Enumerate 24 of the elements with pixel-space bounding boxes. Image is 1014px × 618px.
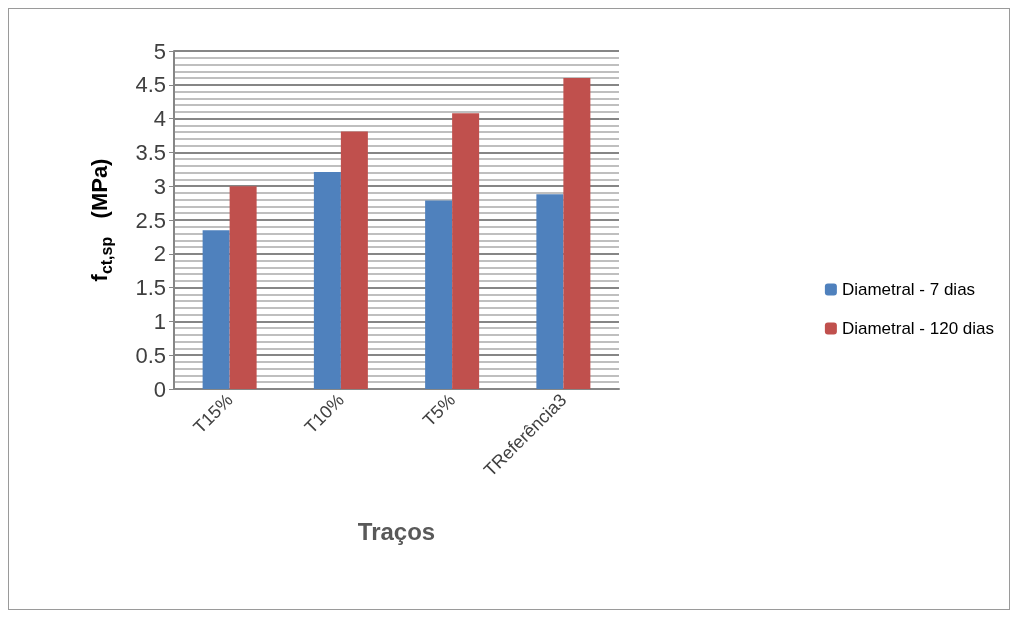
bar <box>313 172 341 389</box>
bar <box>452 113 480 389</box>
y-tick-label: 5 <box>153 38 166 64</box>
y-tick-label: 0.5 <box>135 342 166 368</box>
bar <box>340 131 368 389</box>
x-axis-title: Traços <box>357 517 436 545</box>
y-tick-label: 3.5 <box>135 139 166 165</box>
y-tick-label: 2 <box>153 241 166 267</box>
bar <box>202 230 230 389</box>
y-tick-label: 3 <box>153 173 166 199</box>
y-tick-label: 0 <box>153 376 166 402</box>
y-axis-title: fct,sp (MPa) <box>86 158 115 282</box>
y-tick-label: 1.5 <box>135 275 166 301</box>
bar <box>425 200 453 389</box>
y-tick-label: 4.5 <box>135 72 166 98</box>
legend-label: Diametral - 120 dias <box>841 319 994 338</box>
y-tick-label: 1 <box>153 308 166 334</box>
bar <box>563 78 591 389</box>
y-tick-label: 2.5 <box>135 207 166 233</box>
bar <box>536 194 564 389</box>
y-tick-label: 4 <box>153 106 166 132</box>
x-tick-label: T5% <box>418 389 460 431</box>
bar <box>229 186 257 389</box>
legend-label: Diametral - 7 dias <box>841 280 976 299</box>
